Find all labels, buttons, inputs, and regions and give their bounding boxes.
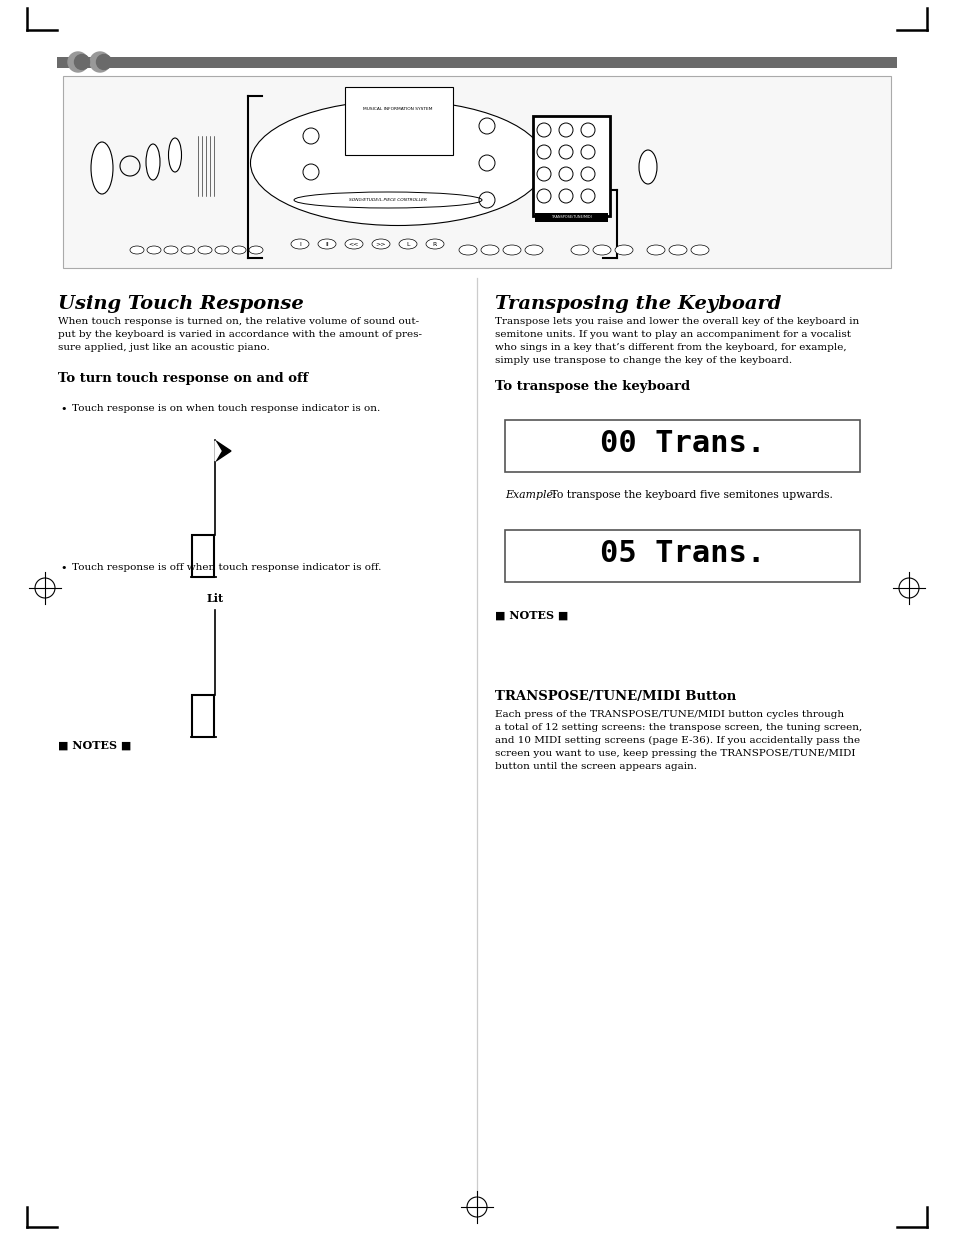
Ellipse shape xyxy=(91,142,112,194)
Text: Touch response is off when touch response indicator is off.: Touch response is off when touch respons… xyxy=(71,563,381,572)
Text: TRANSPOSE/TUNE/MIDI Button: TRANSPOSE/TUNE/MIDI Button xyxy=(495,690,736,703)
Ellipse shape xyxy=(164,246,178,254)
Circle shape xyxy=(90,52,110,72)
Text: •: • xyxy=(60,404,67,414)
Text: Lit: Lit xyxy=(206,593,223,604)
Text: who sings in a key that’s different from the keyboard, for example,: who sings in a key that’s different from… xyxy=(495,343,845,352)
Text: Using Touch Response: Using Touch Response xyxy=(58,295,303,312)
Ellipse shape xyxy=(214,246,229,254)
Ellipse shape xyxy=(426,240,443,249)
Text: button until the screen appears again.: button until the screen appears again. xyxy=(495,762,697,771)
Ellipse shape xyxy=(458,245,476,254)
Text: II: II xyxy=(325,242,329,247)
Ellipse shape xyxy=(317,240,335,249)
Text: sure applied, just like an acoustic piano.: sure applied, just like an acoustic pian… xyxy=(58,343,270,352)
Ellipse shape xyxy=(593,245,610,254)
Bar xyxy=(57,57,896,68)
Text: Transposing the Keyboard: Transposing the Keyboard xyxy=(495,295,781,312)
Ellipse shape xyxy=(291,240,309,249)
Text: Example:: Example: xyxy=(504,490,556,500)
Bar xyxy=(63,77,890,268)
Text: 00 Trans.: 00 Trans. xyxy=(599,430,764,458)
Ellipse shape xyxy=(690,245,708,254)
Ellipse shape xyxy=(398,240,416,249)
Text: SONG/ETUDE/L.PIECE CONTROLLER: SONG/ETUDE/L.PIECE CONTROLLER xyxy=(349,198,427,203)
Text: simply use transpose to change the key of the keyboard.: simply use transpose to change the key o… xyxy=(495,356,791,366)
Text: TRANSPOSE/TUNE/MIDI: TRANSPOSE/TUNE/MIDI xyxy=(550,215,591,219)
Ellipse shape xyxy=(480,245,498,254)
Ellipse shape xyxy=(524,245,542,254)
Text: Transpose lets you raise and lower the overall key of the keyboard in: Transpose lets you raise and lower the o… xyxy=(495,317,859,326)
Bar xyxy=(504,530,859,582)
Text: put by the keyboard is varied in accordance with the amount of pres-: put by the keyboard is varied in accorda… xyxy=(58,330,421,338)
Bar xyxy=(192,535,213,577)
Text: and 10 MIDI setting screens (page E-36). If you accidentally pass the: and 10 MIDI setting screens (page E-36).… xyxy=(495,736,860,745)
Ellipse shape xyxy=(232,246,246,254)
Text: Touch response is on when touch response indicator is on.: Touch response is on when touch response… xyxy=(71,404,380,412)
Ellipse shape xyxy=(668,245,686,254)
Ellipse shape xyxy=(372,240,390,249)
Text: screen you want to use, keep pressing the TRANSPOSE/TUNE/MIDI: screen you want to use, keep pressing th… xyxy=(495,748,855,758)
Text: 05 Trans.: 05 Trans. xyxy=(599,540,764,568)
Text: To transpose the keyboard five semitones upwards.: To transpose the keyboard five semitones… xyxy=(546,490,832,500)
Ellipse shape xyxy=(571,245,588,254)
Ellipse shape xyxy=(345,240,363,249)
Polygon shape xyxy=(214,441,221,461)
Polygon shape xyxy=(215,441,231,461)
Text: •: • xyxy=(60,563,67,573)
Text: L: L xyxy=(406,242,410,247)
Bar xyxy=(192,695,213,737)
Ellipse shape xyxy=(646,245,664,254)
Text: ■ NOTES ■: ■ NOTES ■ xyxy=(495,610,568,621)
Ellipse shape xyxy=(639,149,657,184)
Text: When touch response is turned on, the relative volume of sound out-: When touch response is turned on, the re… xyxy=(58,317,418,326)
Text: Each press of the TRANSPOSE/TUNE/MIDI button cycles through: Each press of the TRANSPOSE/TUNE/MIDI bu… xyxy=(495,710,843,719)
Text: >>: >> xyxy=(375,242,386,247)
Ellipse shape xyxy=(146,144,160,180)
Text: MUSICAL INFORMATION SYSTEM: MUSICAL INFORMATION SYSTEM xyxy=(363,107,433,111)
Circle shape xyxy=(74,54,90,69)
Bar xyxy=(345,86,453,156)
Circle shape xyxy=(68,52,88,72)
Text: R: R xyxy=(433,242,436,247)
Text: <<: << xyxy=(349,242,359,247)
Ellipse shape xyxy=(502,245,520,254)
Ellipse shape xyxy=(169,138,181,172)
Circle shape xyxy=(96,54,112,69)
Ellipse shape xyxy=(198,246,212,254)
Text: To turn touch response on and off: To turn touch response on and off xyxy=(58,372,308,385)
Ellipse shape xyxy=(251,100,545,226)
Ellipse shape xyxy=(147,246,161,254)
Text: a total of 12 setting screens: the transpose screen, the tuning screen,: a total of 12 setting screens: the trans… xyxy=(495,722,862,732)
Ellipse shape xyxy=(130,246,144,254)
Text: I: I xyxy=(298,242,300,247)
Ellipse shape xyxy=(249,246,263,254)
Ellipse shape xyxy=(181,246,194,254)
Text: ■ NOTES ■: ■ NOTES ■ xyxy=(58,740,132,751)
Bar xyxy=(504,420,859,472)
Text: To transpose the keyboard: To transpose the keyboard xyxy=(495,380,689,393)
Text: semitone units. If you want to play an accompaniment for a vocalist: semitone units. If you want to play an a… xyxy=(495,330,850,338)
Ellipse shape xyxy=(615,245,633,254)
Bar xyxy=(535,212,607,222)
Bar xyxy=(533,116,609,216)
